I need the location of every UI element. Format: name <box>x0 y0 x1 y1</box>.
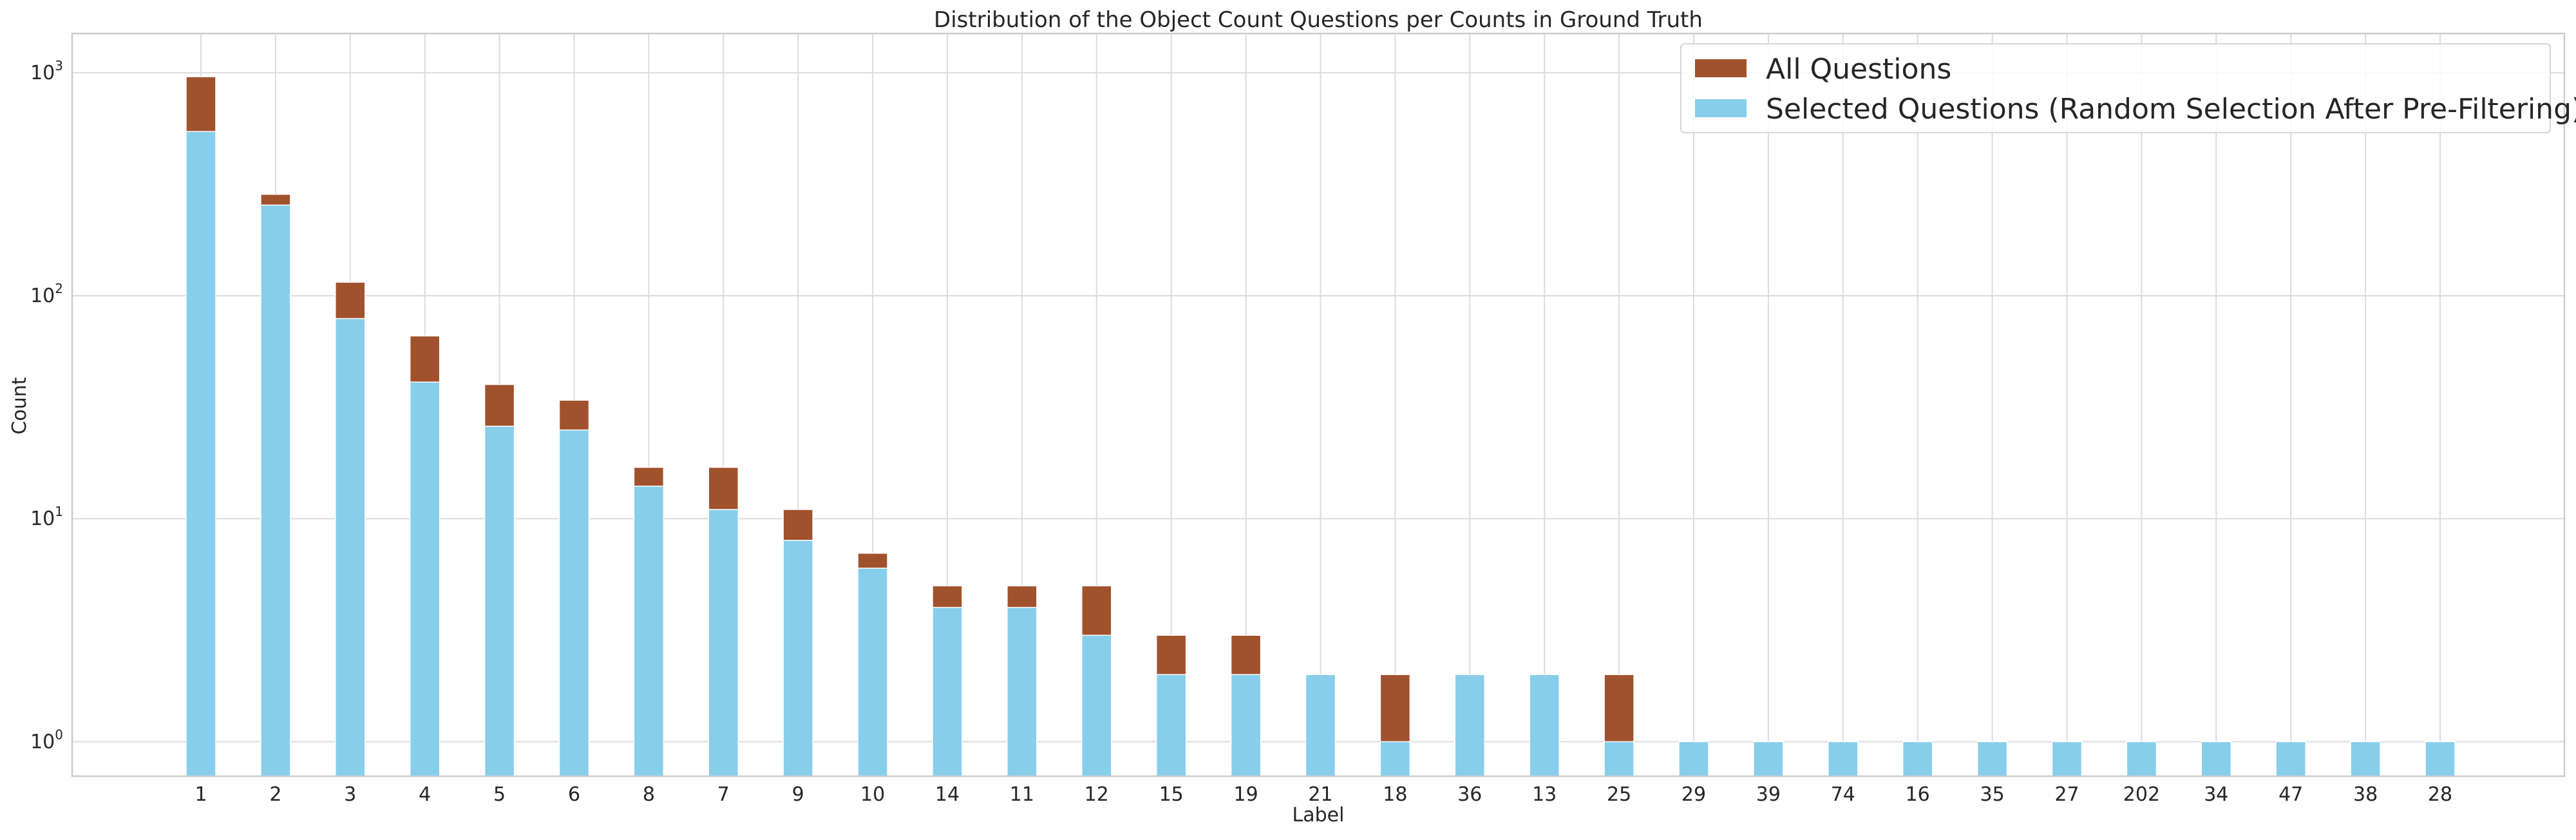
bar-selected-questions-random-selection-after-pre-filtering-8 <box>633 485 665 777</box>
bar-selected-questions-random-selection-after-pre-filtering-12 <box>1081 635 1112 777</box>
x-tick-label: 36 <box>1457 783 1482 806</box>
bar-selected-questions-random-selection-after-pre-filtering-2 <box>260 204 291 777</box>
bar-selected-questions-random-selection-after-pre-filtering-3 <box>335 318 366 777</box>
x-tick-label: 18 <box>1383 783 1407 806</box>
chart-title: Distribution of the Object Count Questio… <box>934 7 1703 33</box>
legend-label-selected-questions: Selected Questions (Random Selection Aft… <box>1766 93 2576 126</box>
y-tick-label: 101 <box>30 504 63 530</box>
bar-selected-questions-random-selection-after-pre-filtering-1 <box>185 131 216 777</box>
x-tick-label: 5 <box>493 783 506 806</box>
x-tick-label: 12 <box>1084 783 1109 806</box>
bar-selected-questions-random-selection-after-pre-filtering-16 <box>1902 741 1933 777</box>
x-tick-label: 27 <box>2054 783 2079 806</box>
x-tick-label: 47 <box>2278 783 2303 806</box>
legend-label-all-questions: All Questions <box>1766 53 1951 86</box>
bar-selected-questions-random-selection-after-pre-filtering-36 <box>1454 674 1486 777</box>
x-tick-label: 7 <box>717 783 730 806</box>
bar-selected-questions-random-selection-after-pre-filtering-35 <box>1976 741 2008 777</box>
bar-selected-questions-random-selection-after-pre-filtering-29 <box>1678 741 1709 777</box>
legend-box <box>1680 43 2551 133</box>
grid-layer <box>72 33 2564 776</box>
x-tick-label: 14 <box>935 783 960 806</box>
bar-selected-questions-random-selection-after-pre-filtering-11 <box>1007 607 1037 777</box>
y-tick-label: 103 <box>30 58 63 84</box>
x-tick-label: 34 <box>2204 783 2228 806</box>
bar-selected-questions-random-selection-after-pre-filtering-6 <box>558 429 590 777</box>
bar-selected-questions-random-selection-after-pre-filtering-28 <box>2425 741 2456 777</box>
bar-selected-questions-random-selection-after-pre-filtering-39 <box>1753 741 1784 777</box>
y-tick-label: 102 <box>30 281 63 307</box>
x-tick-label: 21 <box>1308 783 1332 806</box>
x-tick-label: 25 <box>1607 783 1631 806</box>
y-axis-label: Count <box>8 377 31 434</box>
x-axis-label: Label <box>1293 804 1345 826</box>
x-tick-label: 74 <box>1831 783 1855 806</box>
x-tick-label: 16 <box>1906 783 1930 806</box>
x-tick-label: 1 <box>194 783 207 806</box>
x-tick-label: 8 <box>643 783 655 806</box>
bar-selected-questions-random-selection-after-pre-filtering-202 <box>2126 741 2157 777</box>
bar-selected-questions-random-selection-after-pre-filtering-38 <box>2350 741 2381 777</box>
plot-frame <box>71 32 2566 778</box>
x-tick-label: 202 <box>2123 783 2160 806</box>
x-tick-label: 9 <box>792 783 804 806</box>
x-tick-label: 15 <box>1159 783 1184 806</box>
bar-selected-questions-random-selection-after-pre-filtering-9 <box>782 540 813 777</box>
x-tick-label: 35 <box>1980 783 2005 806</box>
bar-selected-questions-random-selection-after-pre-filtering-34 <box>2201 741 2232 777</box>
x-tick-label: 4 <box>419 783 431 806</box>
bar-selected-questions-random-selection-after-pre-filtering-4 <box>409 381 440 777</box>
bar-selected-questions-random-selection-after-pre-filtering-25 <box>1604 741 1634 777</box>
x-tick-label: 13 <box>1532 783 1557 806</box>
bar-selected-questions-random-selection-after-pre-filtering-21 <box>1305 674 1336 777</box>
bar-selected-questions-random-selection-after-pre-filtering-7 <box>708 509 739 777</box>
x-tick-label: 3 <box>344 783 356 806</box>
bar-selected-questions-random-selection-after-pre-filtering-14 <box>932 607 963 777</box>
legend-swatch-all-questions <box>1695 59 1747 77</box>
x-tick-label: 38 <box>2353 783 2378 806</box>
y-tick-label: 100 <box>30 727 63 753</box>
x-tick-label: 11 <box>1010 783 1034 806</box>
bar-selected-questions-random-selection-after-pre-filtering-13 <box>1529 674 1560 777</box>
x-tick-label: 28 <box>2428 783 2452 806</box>
x-tick-label: 6 <box>568 783 580 806</box>
bar-selected-questions-random-selection-after-pre-filtering-5 <box>484 425 515 777</box>
legend-swatch-selected-questions <box>1695 99 1747 117</box>
bar-selected-questions-random-selection-after-pre-filtering-27 <box>2051 741 2083 777</box>
x-tick-label: 19 <box>1234 783 1258 806</box>
bar-selected-questions-random-selection-after-pre-filtering-18 <box>1379 741 1411 777</box>
bar-selected-questions-random-selection-after-pre-filtering-19 <box>1230 674 1262 777</box>
bar-selected-questions-random-selection-after-pre-filtering-10 <box>857 568 888 777</box>
bar-selected-questions-random-selection-after-pre-filtering-47 <box>2275 741 2306 777</box>
bar-selected-questions-random-selection-after-pre-filtering-15 <box>1155 674 1187 777</box>
x-tick-label: 29 <box>1681 783 1706 806</box>
x-tick-label: 39 <box>1756 783 1781 806</box>
y-tick-labels: 100 101 102 103 <box>30 58 63 753</box>
x-tick-label: 2 <box>269 783 281 806</box>
bar-selected-questions-random-selection-after-pre-filtering-74 <box>1828 741 1859 777</box>
x-tick-label: 10 <box>860 783 885 806</box>
legend: All Questions Selected Questions (Random… <box>1680 43 2576 133</box>
x-tick-labels: 1 2 3 4 5 6 8 7 9 10 14 11 12 15 19 21 18 36 13 25 29 39 74 16 3… <box>194 783 2452 806</box>
